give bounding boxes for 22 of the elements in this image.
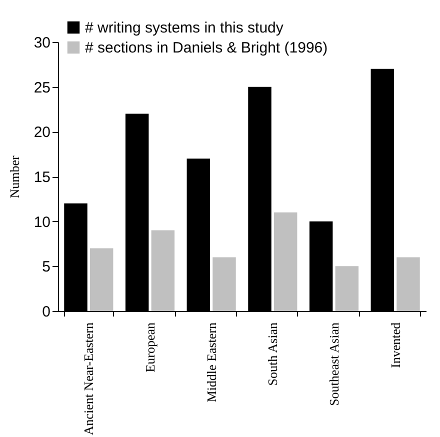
- bar: [151, 230, 175, 311]
- x-tick-label: Southeast Asian: [326, 322, 342, 406]
- bar: [274, 212, 298, 311]
- y-axis-title: Number: [6, 155, 22, 198]
- bar: [212, 257, 236, 311]
- x-tick-label: Middle Eastern: [204, 322, 219, 402]
- bar: [335, 266, 359, 311]
- x-tick-label: European: [142, 322, 158, 372]
- y-tick-label: 15: [34, 169, 50, 186]
- y-tick-label: 5: [42, 258, 50, 276]
- y-tick-label: 10: [34, 214, 50, 231]
- y-tick-label: 25: [34, 79, 50, 96]
- legend-label: # sections in Daniels & Bright (1996): [85, 40, 328, 56]
- y-tick-label: 20: [34, 124, 50, 142]
- x-tick-label: Ancient Near-Eastern: [81, 322, 96, 436]
- x-tick-label: Invented: [388, 322, 403, 368]
- y-tick-label: 0: [42, 304, 50, 320]
- x-tick-label: South Asian: [265, 322, 280, 386]
- y-tick-label: 30: [34, 34, 50, 52]
- bar: [396, 257, 420, 311]
- bar: [90, 248, 114, 311]
- legend-label: # writing systems in this study: [85, 20, 284, 36]
